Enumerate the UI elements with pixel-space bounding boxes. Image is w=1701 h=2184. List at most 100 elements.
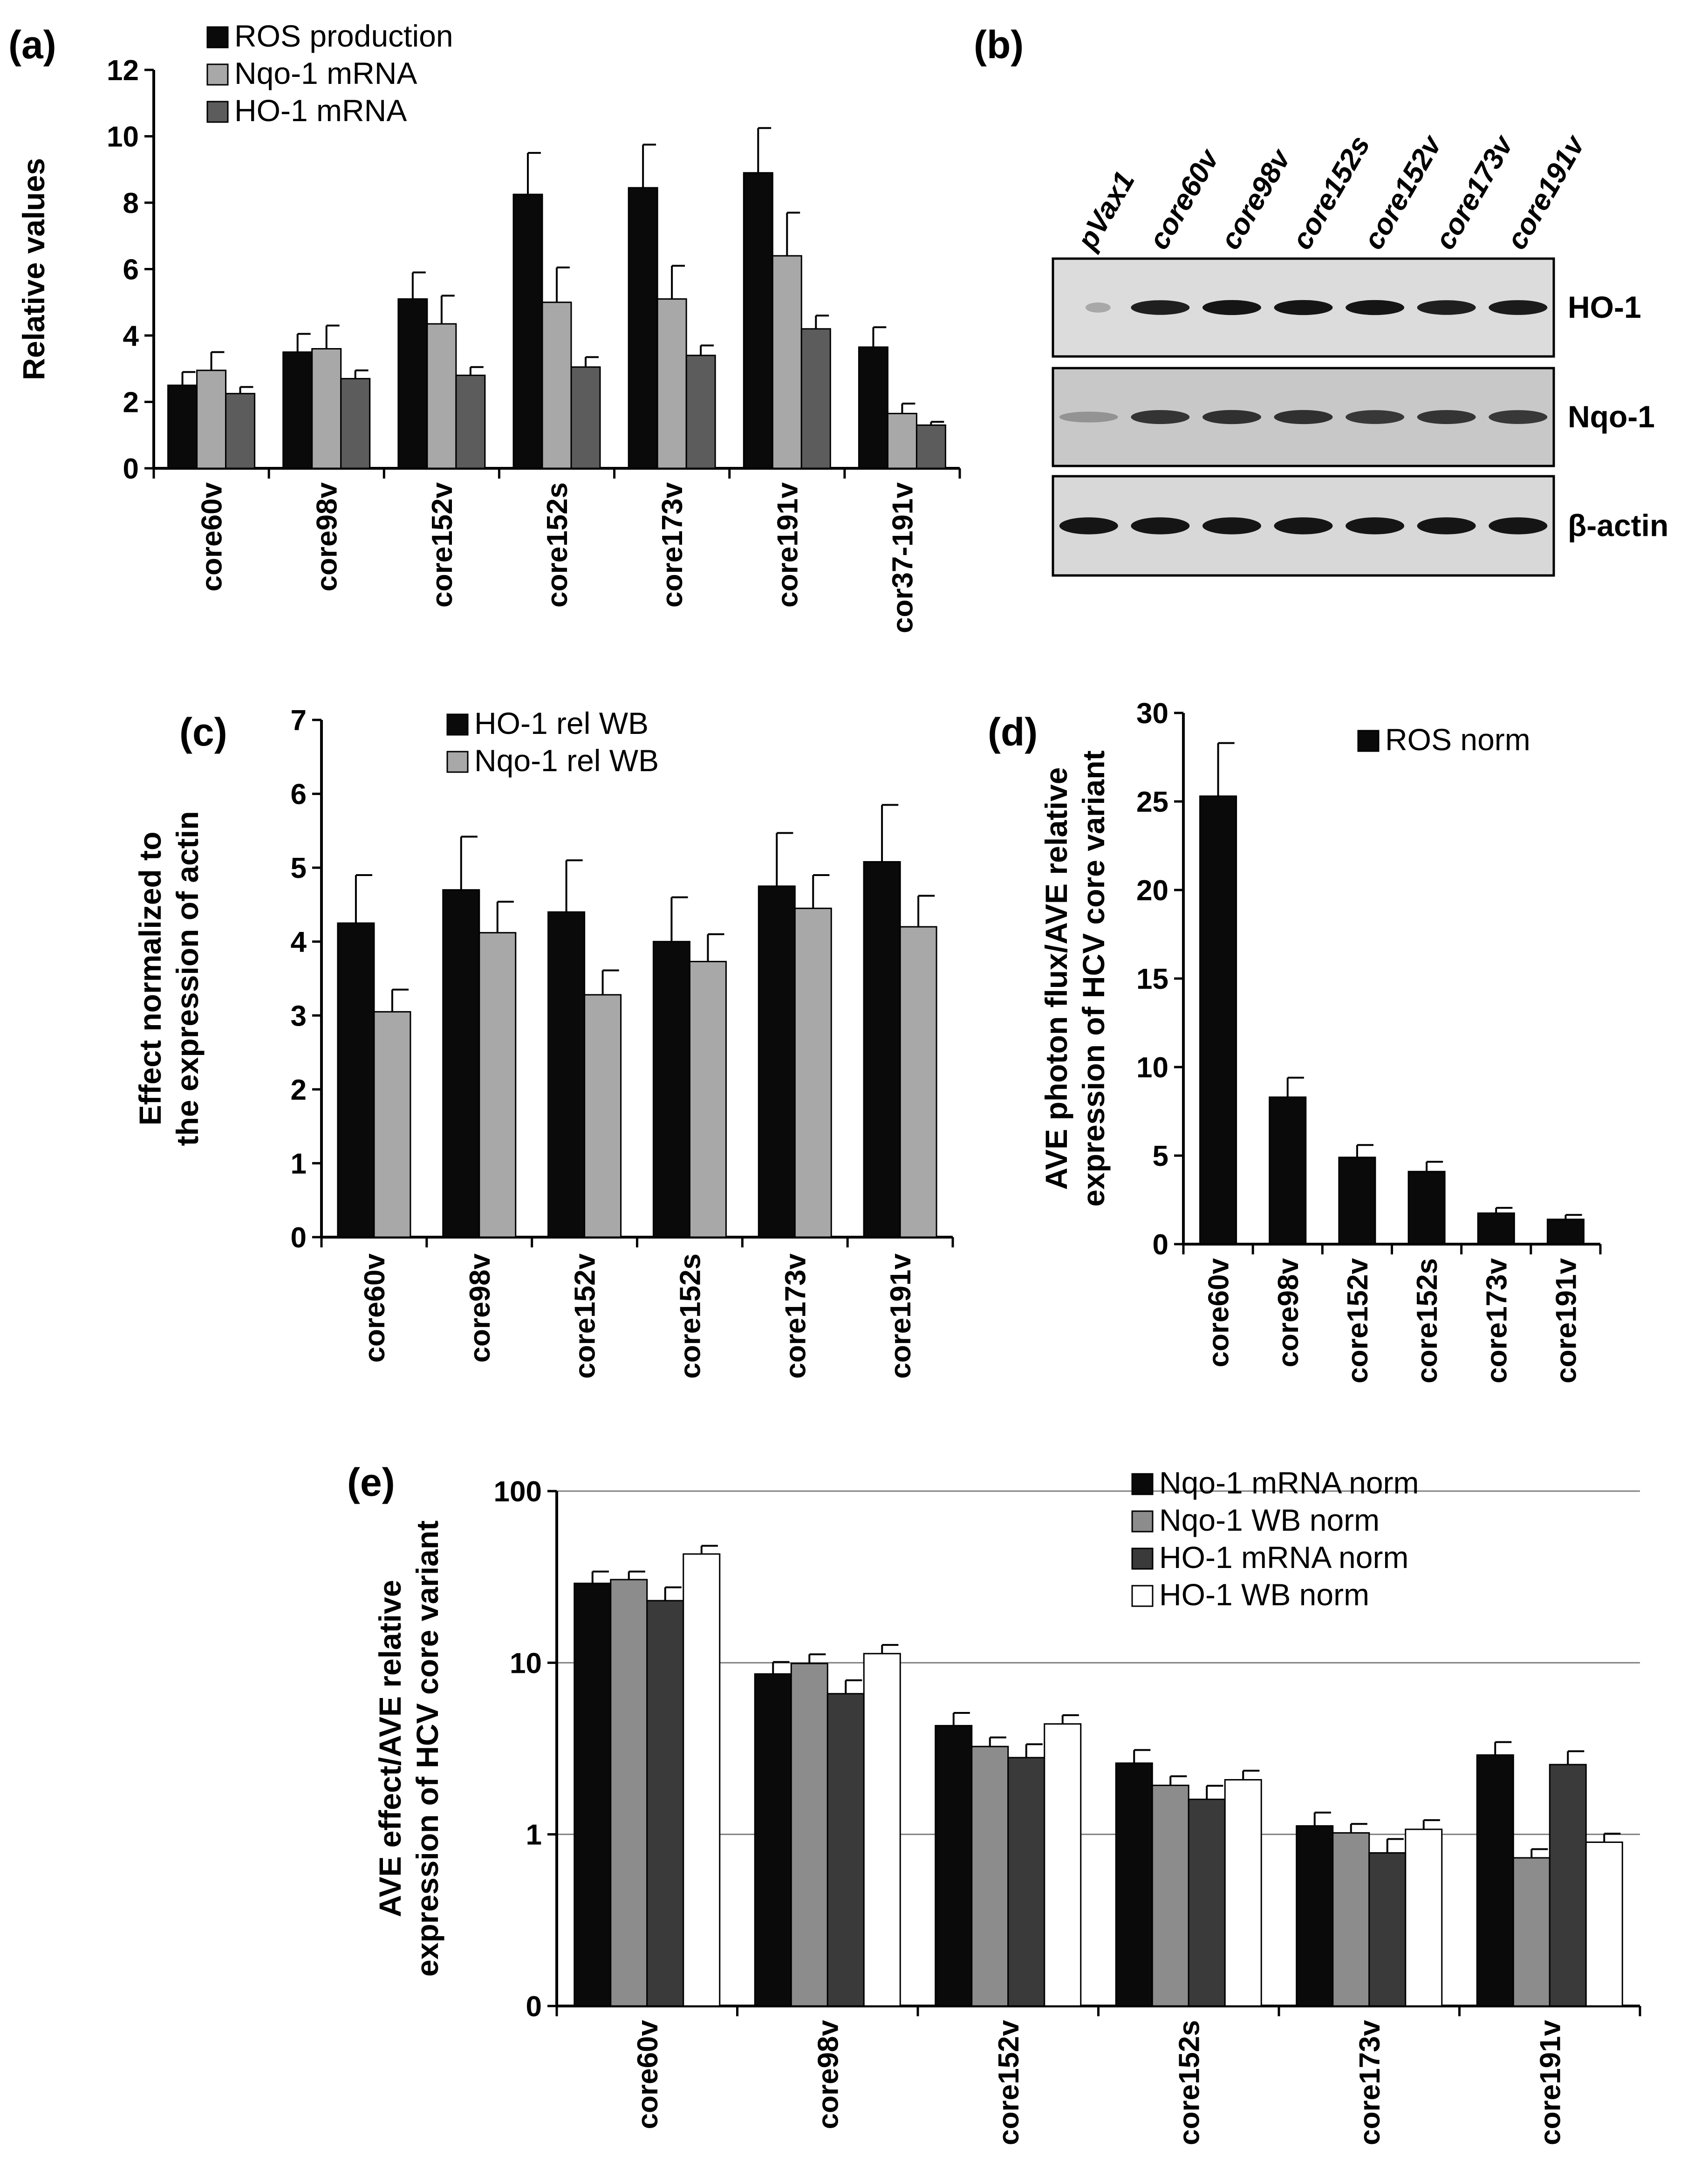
chart-d-category-label: core60v (1203, 1258, 1235, 1367)
chart-c: 0 1 2 3 4 5 6 7 core60v core98v core152v core152s co… (133, 705, 954, 1379)
blot-band (1417, 410, 1476, 424)
chart-e-bar-ho-1-mrna-norm (827, 1693, 865, 2007)
chart-a-bar-ros-production (512, 193, 543, 469)
chart-c-ytick-label-2: 2 (291, 1074, 307, 1106)
chart-d-ytick-label-1: 5 (1153, 1140, 1168, 1172)
chart-e-category-label: core98v (812, 2020, 844, 2129)
blot-band (1059, 517, 1118, 534)
chart-c-category-label: core173v (779, 1253, 812, 1378)
chart-a-legend-swatch (206, 63, 229, 86)
chart-d: 0 5 10 15 20 25 30 core60v core98v core152v core15… (1039, 698, 1602, 1383)
chart-c-bar-ho-1-rel-wb (442, 889, 480, 1238)
chart-e-bar-nqo-1-mrna-norm (1115, 1762, 1153, 2007)
chart-c-ylabel: the expression of actin (170, 811, 205, 1146)
blot-band (1085, 302, 1111, 313)
blot-band (1346, 300, 1405, 315)
chart-e-bar-nqo-1-wb-norm (971, 1746, 1009, 2007)
chart-c-ytick-label-3: 3 (291, 1000, 307, 1032)
chart-a-bar-ho-1-mrna (685, 355, 716, 469)
chart-e-bar-nqo-1-wb-norm (610, 1579, 648, 2007)
chart-e-bar-ho-1-mrna-norm (1368, 1852, 1407, 2007)
chart-e-category-label: core173v (1354, 2020, 1386, 2145)
chart-c-legend-swatch (446, 751, 469, 773)
chart-a-ytick-label-1: 2 (123, 387, 139, 419)
blot-band (1417, 300, 1476, 315)
chart-a-bar-ho-1-mrna (570, 366, 601, 469)
chart-e-bar-nqo-1-mrna-norm (935, 1725, 973, 2007)
chart-e-ytick-label-2: 10 (510, 1647, 542, 1679)
chart-d-ytick-label-5: 25 (1136, 786, 1168, 818)
chart-c-ytick-label-0: 0 (291, 1222, 307, 1254)
blot-band (1131, 300, 1190, 315)
chart-c-category-label: core152s (674, 1253, 706, 1379)
chart-e-bar-nqo-1-mrna-norm (1296, 1825, 1334, 2007)
chart-e-bar-nqo-1-wb-norm (1151, 1784, 1189, 2007)
chart-e-bar-nqo-1-mrna-norm (754, 1673, 792, 2007)
chart-c-bar-ho-1-rel-wb (547, 911, 586, 1238)
chart-e-bar-ho-1-mrna-norm (1188, 1798, 1226, 2007)
blot-row-label: HO-1 (1568, 290, 1641, 324)
chart-c-category-label: core191v (885, 1253, 917, 1378)
chart-c-ytick-label-4: 4 (291, 926, 307, 958)
chart-e-bar-ho-1-wb-norm (1585, 1842, 1623, 2007)
panel-label-e: (e) (347, 1460, 395, 1504)
chart-a-category-label: core152v (426, 482, 458, 607)
blot-lane-label: core60v (1143, 143, 1226, 255)
chart-a-bar-nqo-1-mrna (311, 348, 342, 469)
chart-a-category-label: core173v (656, 482, 689, 607)
blot-band (1417, 517, 1476, 534)
blot-band (1489, 300, 1548, 315)
blot-band (1131, 517, 1190, 534)
chart-a-legend-label: HO-1 mRNA (234, 93, 407, 128)
chart-e-legend-swatch (1131, 1547, 1154, 1570)
chart-d-legend-label: ROS norm (1385, 722, 1530, 757)
chart-a-bar-ros-production (397, 298, 428, 469)
chart-c-category-label: core60v (359, 1253, 391, 1362)
chart-e-legend-swatch (1131, 1473, 1154, 1495)
chart-e-category-label: core152v (993, 2020, 1025, 2145)
chart-a-bar-nqo-1-mrna (426, 323, 457, 469)
chart-c-bar-ho-1-rel-wb (337, 922, 375, 1238)
chart-e-bar-nqo-1-wb-norm (1332, 1832, 1370, 2007)
chart-e-legend-label: HO-1 WB norm (1159, 1577, 1369, 1612)
chart-a-category-label: cor37-191v (887, 482, 919, 633)
chart-a-bar-ho-1-mrna (800, 328, 831, 469)
chart-e-bar-nqo-1-mrna-norm (1476, 1754, 1514, 2007)
chart-d-category-label: core152s (1411, 1258, 1443, 1383)
chart-c-bar-nqo-1-rel-wb (584, 994, 622, 1238)
chart-a-bar-ho-1-mrna (915, 424, 946, 469)
blot-lane-label: core98v (1214, 143, 1298, 255)
chart-e-category-label: core60v (632, 2020, 664, 2129)
chart-e-ylabel: AVE effect/AVE relative (373, 1580, 407, 1917)
blot-band (1274, 410, 1333, 424)
chart-a-ylabel: Relative values (16, 158, 51, 380)
chart-a-ytick-label-0: 0 (123, 453, 139, 485)
chart-d-category-label: core173v (1481, 1258, 1513, 1383)
blot-band (1346, 410, 1405, 424)
chart-a-bar-ros-production (167, 384, 198, 469)
chart-e-bar-nqo-1-wb-norm (790, 1663, 828, 2007)
chart-a-legend-label: Nqo-1 mRNA (234, 56, 417, 90)
chart-a-ytick-label-4: 8 (123, 187, 139, 219)
chart-e-bar-ho-1-wb-norm (1224, 1779, 1262, 2007)
chart-d-category-label: core152v (1342, 1258, 1374, 1383)
chart-c-bar-nqo-1-rel-wb (478, 932, 517, 1238)
chart-c-legend-label: Nqo-1 rel WB (474, 743, 659, 778)
chart-d-ytick-label-2: 10 (1136, 1052, 1168, 1084)
chart-a-ytick-label-2: 4 (123, 320, 139, 352)
chart-a: 0 2 4 6 8 10 12 core60v core98v core152v core152s c… (16, 19, 961, 633)
panel-label-a: (a) (8, 23, 56, 67)
chart-c-ytick-label-7: 7 (291, 705, 307, 737)
panel-label-b: (b) (974, 23, 1024, 67)
chart-c-ytick-label-6: 6 (291, 779, 307, 811)
chart-e-ytick-label-1: 1 (526, 1819, 542, 1851)
chart-e-bar-nqo-1-mrna-norm (574, 1582, 612, 2007)
chart-a-legend-swatch (206, 26, 229, 48)
chart-a-legend-swatch (206, 101, 229, 123)
chart-c-bar-nqo-1-rel-wb (689, 961, 727, 1238)
chart-a-bar-ros-production (858, 346, 888, 469)
chart-d-ylabel: expression of HCV core variant (1076, 750, 1111, 1206)
blot-band (1346, 517, 1405, 534)
panel-label-d: (d) (988, 710, 1038, 754)
